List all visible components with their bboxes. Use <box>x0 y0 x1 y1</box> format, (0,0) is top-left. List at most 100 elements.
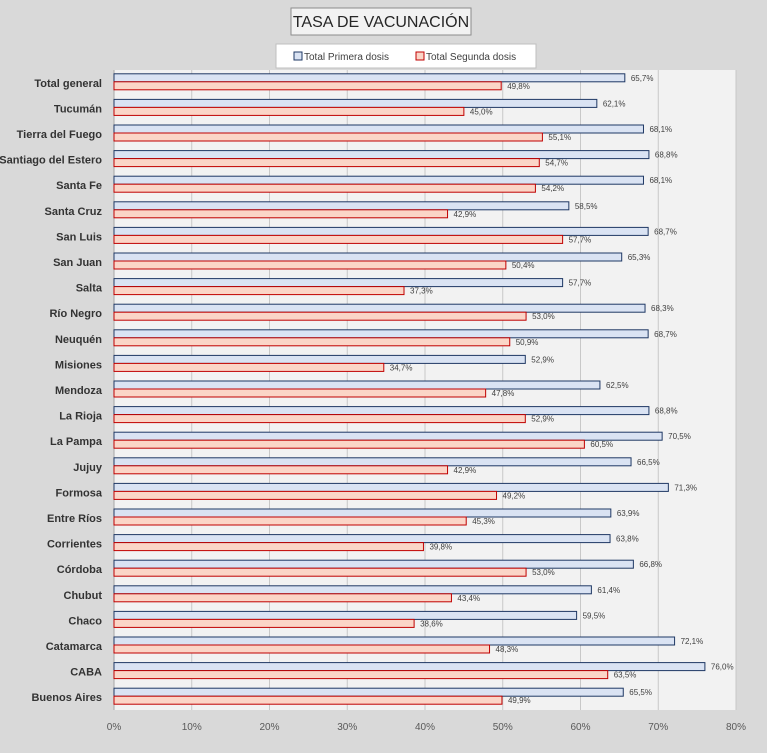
data-label: 57,7% <box>569 279 592 288</box>
data-label: 71,3% <box>674 483 697 492</box>
category-label: La Pampa <box>50 436 103 448</box>
bars-layer <box>113 73 706 705</box>
legend-box <box>275 43 537 69</box>
bar-primera-dosis <box>113 534 611 544</box>
data-label: 50,4% <box>512 261 535 270</box>
bar-segunda-dosis <box>113 439 585 449</box>
bar-segunda-dosis <box>113 81 502 91</box>
bar-primera-dosis <box>113 406 650 416</box>
data-label: 68,1% <box>649 176 672 185</box>
data-label: 62,5% <box>606 381 629 390</box>
data-label: 63,9% <box>617 509 640 518</box>
bar-segunda-dosis <box>113 490 498 500</box>
bar-primera-dosis <box>113 201 570 211</box>
data-label: 34,7% <box>390 363 413 372</box>
legend-swatch-primera <box>293 51 303 61</box>
data-label: 55,1% <box>548 133 571 142</box>
data-label: 54,2% <box>541 184 564 193</box>
data-label: 59,5% <box>583 611 606 620</box>
legend-label-segunda: Total Segunda dosis <box>426 52 516 63</box>
bar-segunda-dosis <box>113 260 507 270</box>
bar-segunda-dosis <box>113 670 609 680</box>
bar-segunda-dosis <box>113 311 527 321</box>
bar-segunda-dosis <box>113 209 449 219</box>
bar-segunda-dosis <box>113 337 511 347</box>
data-label: 45,0% <box>470 107 493 116</box>
data-label: 62,1% <box>603 99 626 108</box>
bar-primera-dosis <box>113 482 669 492</box>
data-label: 65,5% <box>629 688 652 697</box>
data-label: 58,5% <box>575 202 598 211</box>
bar-segunda-dosis <box>113 567 527 577</box>
data-label: 61,4% <box>597 586 620 595</box>
data-label: 68,7% <box>654 330 677 339</box>
data-label: 37,3% <box>410 287 433 296</box>
bar-primera-dosis <box>113 98 598 108</box>
bar-primera-dosis <box>113 124 644 134</box>
x-tick-label: 0% <box>107 722 122 733</box>
x-tick-label: 20% <box>259 722 279 733</box>
data-label: 53,0% <box>532 568 555 577</box>
bar-primera-dosis <box>113 585 592 595</box>
x-tick-label: 80% <box>726 722 746 733</box>
category-label: Misiones <box>55 359 102 371</box>
data-label: 52,9% <box>531 355 554 364</box>
data-label: 65,3% <box>628 253 651 262</box>
legend: Total Primera dosis Total Segunda dosis <box>275 43 537 69</box>
category-label: Catamarca <box>46 641 103 653</box>
x-tick-label: 60% <box>570 722 590 733</box>
data-label: 68,1% <box>649 125 672 134</box>
bar-segunda-dosis <box>113 158 540 168</box>
category-label: Córdoba <box>57 564 103 576</box>
data-label: 49,2% <box>503 491 526 500</box>
bar-segunda-dosis <box>113 618 415 628</box>
category-label: Santa Cruz <box>45 206 103 218</box>
x-tick-label: 70% <box>648 722 668 733</box>
x-tick-label: 10% <box>182 722 202 733</box>
data-label: 70,5% <box>668 432 691 441</box>
category-label: Buenos Aires <box>31 692 102 704</box>
category-label: CABA <box>70 667 102 679</box>
data-label: 47,8% <box>492 389 515 398</box>
data-label: 53,0% <box>532 312 555 321</box>
x-tick-label: 30% <box>337 722 357 733</box>
data-label: 43,4% <box>457 594 480 603</box>
category-label: Jujuy <box>73 462 103 474</box>
data-label: 38,6% <box>420 619 443 628</box>
category-label: Santiago del Estero <box>0 155 102 167</box>
category-label: La Rioja <box>59 411 103 423</box>
data-label: 48,3% <box>496 645 519 654</box>
bar-primera-dosis <box>113 636 676 646</box>
data-label: 54,7% <box>545 159 568 168</box>
bar-primera-dosis <box>113 662 706 672</box>
data-label: 52,9% <box>531 415 554 424</box>
data-label: 65,7% <box>631 74 654 83</box>
data-label: 76,0% <box>711 663 734 672</box>
bar-primera-dosis <box>113 329 649 339</box>
data-label: 68,8% <box>655 151 678 160</box>
chart-title-box: TASA DE VACUNACIÓN <box>290 7 472 36</box>
bar-primera-dosis <box>113 252 623 262</box>
bar-segunda-dosis <box>113 516 467 526</box>
bar-primera-dosis <box>113 354 526 364</box>
data-label: 63,8% <box>616 535 639 544</box>
category-label: Tucumán <box>54 103 102 115</box>
bar-primera-dosis <box>113 457 632 467</box>
category-label: Río Negro <box>49 308 102 320</box>
data-label: 39,8% <box>429 543 452 552</box>
bar-segunda-dosis <box>113 362 385 372</box>
bar-primera-dosis <box>113 508 612 518</box>
data-label: 68,7% <box>654 227 677 236</box>
category-label: Mendoza <box>55 385 103 397</box>
bar-primera-dosis <box>113 150 650 160</box>
bar-segunda-dosis <box>113 542 424 552</box>
bar-segunda-dosis <box>113 388 487 398</box>
x-tick-label: 40% <box>415 722 435 733</box>
labels-layer: 0% 10% 20% 30% 40% 50% 60% 70% 80% Total general 6… <box>0 74 746 733</box>
data-label: 72,1% <box>681 637 704 646</box>
data-label: 45,3% <box>472 517 495 526</box>
bar-segunda-dosis <box>113 644 491 654</box>
category-label: Neuquén <box>55 334 102 346</box>
chart-title: TASA DE VACUNACIÓN <box>293 12 469 31</box>
